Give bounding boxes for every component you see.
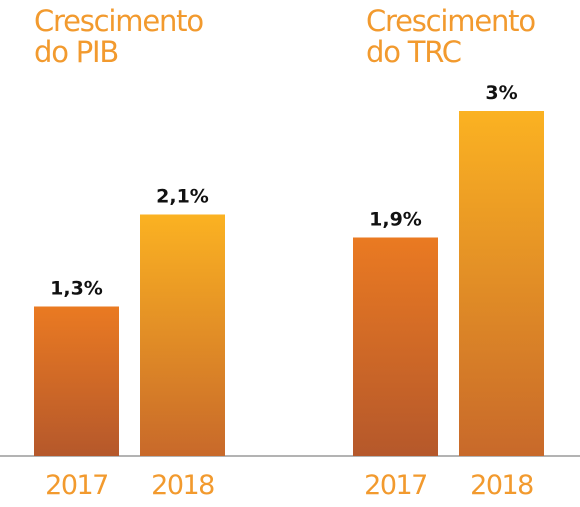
- x-tick-label-trc-2017: 2017: [364, 470, 427, 501]
- x-tick-label-pib-2018: 2018: [151, 470, 214, 501]
- chart-title-pib-line-1: Crescimento: [34, 4, 204, 38]
- bar-trc-2017: [353, 237, 438, 456]
- chart-title-trc-line-2: do TRC: [366, 35, 462, 69]
- bar-trc-2018: [459, 111, 544, 456]
- bar-pib-2018: [140, 214, 225, 456]
- chart-title-trc-line-1: Crescimento: [366, 4, 536, 38]
- value-label-trc-2017: 1,9%: [369, 209, 422, 231]
- chart-title-pib: Crescimento do PIB: [34, 6, 234, 68]
- x-tick-label-pib-2017: 2017: [45, 470, 108, 501]
- value-label-trc-2018: 3%: [485, 82, 517, 104]
- value-label-pib-2017: 1,3%: [50, 278, 103, 300]
- bar-pib-2017: [34, 306, 119, 456]
- value-label-pib-2018: 2,1%: [156, 186, 209, 208]
- chart-title-trc: Crescimento do TRC: [366, 6, 566, 68]
- x-tick-label-trc-2018: 2018: [470, 470, 533, 501]
- chart-title-pib-line-2: do PIB: [34, 35, 119, 69]
